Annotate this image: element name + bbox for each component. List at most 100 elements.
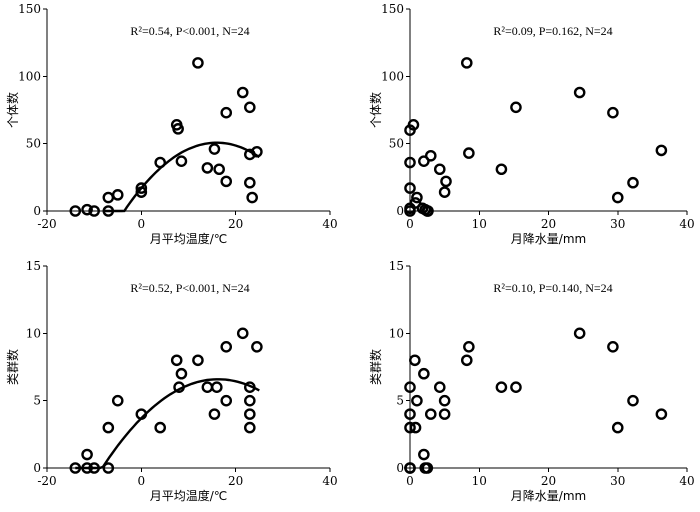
stat-n: N=24 [222,24,249,38]
data-point [173,381,185,394]
data-point [404,462,416,474]
data-point [404,182,416,194]
stats-annotation: R²=0.09, P=0.162, N=24 [493,24,612,38]
data-point [102,205,115,217]
y-tick-label: 100 [381,69,404,83]
x-tick-label: -20 [37,474,56,488]
data-point [495,163,508,176]
data-point [172,123,184,135]
data-point [251,145,263,158]
data-point [404,205,416,217]
stat-n: N=24 [585,281,612,295]
stat-p: P=0.162 [539,24,579,38]
x-tick-label: 0 [406,474,414,488]
stat-r2: R²=0.09 [493,24,532,38]
y-tick-label: 0 [396,204,404,218]
data-point [655,144,668,157]
panel-precipitation-groups: 0 10 20 30 40 0 5 10 15 月降水量/mm 类群数 R²=0.10, P=0.14… [368,259,695,503]
data-point [251,340,263,353]
x-tick-label: 40 [322,217,337,231]
data-point [208,143,221,155]
x-tick-label: 20 [228,474,243,488]
y-tick-label: 100 [18,69,41,83]
data-point [411,191,423,204]
data-point [102,462,115,474]
data-point [135,408,148,420]
x-tick-label: 20 [228,217,243,231]
data-point [424,149,437,162]
y-tick-label: 15 [389,259,404,273]
fitted-curve [75,378,260,470]
x-axis-title: 月平均温度/℃ [150,231,228,246]
data-point [404,421,416,434]
data-point [440,175,452,188]
stats-annotation: R²=0.52, P<0.001, N=24 [130,281,249,295]
y-tick-label: 15 [26,259,41,273]
data-point [236,327,249,340]
x-axis-title: 月平均温度/℃ [150,488,228,503]
data-point [433,163,446,176]
data-point [655,408,668,420]
stat-p: P=0.140 [539,281,579,295]
x-tick-label: 0 [406,217,414,231]
y-tick-label: 10 [389,326,404,340]
data-point [192,57,204,69]
x-tick-label: 0 [138,474,146,488]
x-tick-label: 30 [610,217,625,231]
data-point [244,176,256,189]
data-point [421,462,434,474]
x-tick-label: 0 [138,217,146,231]
x-tick-label: 40 [322,474,337,488]
data-point [175,155,188,167]
x-tick-label: 20 [541,474,556,488]
data-point [495,381,508,394]
data-point [463,147,475,159]
data-point [220,175,233,188]
stat-r2: R²=0.10 [493,281,532,295]
data-point [409,197,422,209]
data-point [236,86,249,99]
stat-n: N=24 [222,281,249,295]
fitted-curve [103,141,260,213]
data-point [135,182,148,194]
data-point [510,381,522,394]
data-point [407,119,420,131]
data-point [244,421,256,434]
x-tick-label: 40 [679,474,694,488]
stat-p: P<0.001 [176,281,216,295]
data-point [573,86,586,99]
data-point [208,408,221,420]
data-point [611,421,624,434]
y-axis-title: 类群数 [368,349,383,385]
data-point [244,408,256,420]
stat-r2: R²=0.54 [130,24,169,38]
data-point [154,156,166,169]
data-point [210,381,223,394]
stat-n: N=24 [585,24,612,38]
data-point [422,205,434,217]
data-point [111,189,124,201]
y-tick-label: 50 [389,137,404,151]
x-tick-label: 10 [472,217,487,231]
data-point [573,327,586,340]
data-point [424,408,437,420]
y-axis-title: 类群数 [5,349,20,385]
data-point [244,394,256,407]
data-point [404,156,416,169]
data-point [438,186,451,198]
y-tick-label: 150 [18,2,41,16]
data-point [627,394,639,407]
x-axis-title: 月降水量/mm [511,489,586,503]
data-point [418,448,430,461]
data-point [135,186,148,198]
data-point [246,191,258,204]
data-point [69,462,82,474]
x-tick-label: 20 [541,217,556,231]
data-point [220,394,233,407]
data-point [409,354,421,367]
data-point [438,408,451,420]
data-point [404,408,416,420]
data-point [411,394,423,407]
x-tick-label: 40 [679,217,694,231]
